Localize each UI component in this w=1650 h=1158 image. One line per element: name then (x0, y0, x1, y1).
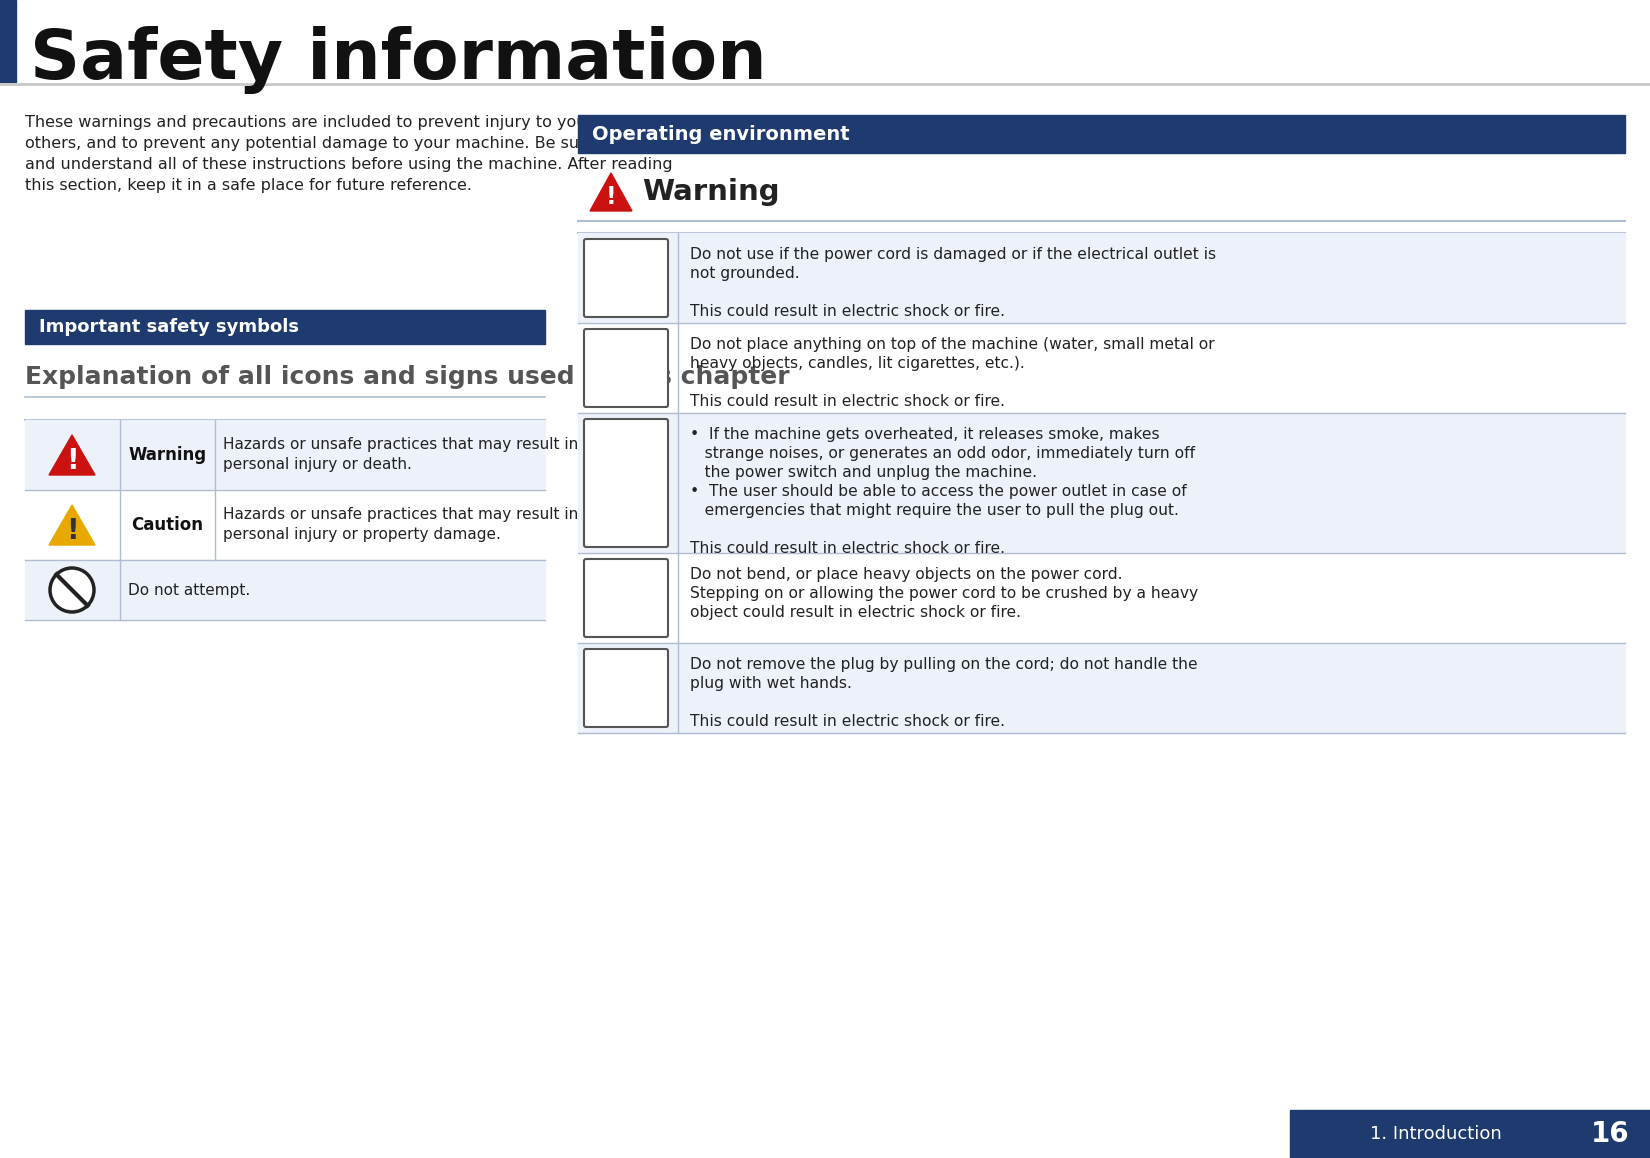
Text: !: ! (66, 516, 78, 545)
Text: personal injury or death.: personal injury or death. (223, 457, 412, 472)
Text: Stepping on or allowing the power cord to be crushed by a heavy: Stepping on or allowing the power cord t… (690, 586, 1198, 601)
Bar (25, 490, 544, 560)
Text: Important safety symbols: Important safety symbols (40, 318, 299, 336)
Text: Do not attempt.: Do not attempt. (129, 582, 251, 598)
Text: object could result in electric shock or fire.: object could result in electric shock or… (690, 604, 1021, 620)
Text: This could result in electric shock or fire.: This could result in electric shock or f… (690, 305, 1005, 318)
Text: Hazards or unsafe practices that may result in severe: Hazards or unsafe practices that may res… (223, 438, 635, 453)
Text: This could result in electric shock or fire.: This could result in electric shock or f… (690, 714, 1005, 730)
Text: and understand all of these instructions before using the machine. After reading: and understand all of these instructions… (25, 157, 673, 173)
Text: personal injury or property damage.: personal injury or property damage. (223, 528, 502, 542)
FancyBboxPatch shape (584, 559, 668, 637)
Bar (0, 0, 16, 82)
Polygon shape (591, 173, 632, 211)
FancyBboxPatch shape (584, 648, 668, 727)
Text: •  If the machine gets overheated, it releases smoke, makes: • If the machine gets overheated, it rel… (690, 427, 1160, 442)
Text: Warning: Warning (642, 178, 779, 206)
Bar (25, 420, 544, 490)
FancyBboxPatch shape (584, 419, 668, 547)
Text: 1. Introduction: 1. Introduction (1370, 1126, 1502, 1143)
Text: Hazards or unsafe practices that may result in minor: Hazards or unsafe practices that may res… (223, 507, 627, 522)
Bar (578, 413, 1625, 554)
Text: Operating environment: Operating environment (592, 125, 850, 144)
FancyBboxPatch shape (584, 329, 668, 406)
Circle shape (50, 569, 94, 611)
Text: not grounded.: not grounded. (690, 266, 800, 281)
Text: strange noises, or generates an odd odor, immediately turn off: strange noises, or generates an odd odor… (690, 446, 1195, 461)
Text: the power switch and unplug the machine.: the power switch and unplug the machine. (690, 466, 1036, 481)
Bar (578, 233, 1625, 323)
Text: Do not bend, or place heavy objects on the power cord.: Do not bend, or place heavy objects on t… (690, 567, 1122, 582)
Text: Do not remove the plug by pulling on the cord; do not handle the: Do not remove the plug by pulling on the… (690, 657, 1198, 672)
Bar (578, 643, 1625, 733)
Text: •  The user should be able to access the power outlet in case of: • The user should be able to access the … (690, 484, 1186, 499)
Bar (578, 554, 1625, 643)
Text: Explanation of all icons and signs used in this chapter: Explanation of all icons and signs used … (25, 365, 790, 389)
FancyBboxPatch shape (584, 239, 668, 317)
Text: Do not place anything on top of the machine (water, small metal or: Do not place anything on top of the mach… (690, 337, 1214, 352)
Text: Do not use if the power cord is damaged or if the electrical outlet is: Do not use if the power cord is damaged … (690, 247, 1216, 262)
Text: Caution: Caution (132, 516, 203, 534)
Bar (25, 310, 544, 344)
Bar (25, 560, 544, 620)
Bar (1290, 1111, 1650, 1158)
Bar (578, 115, 1625, 153)
Text: !: ! (606, 184, 617, 208)
Polygon shape (50, 505, 96, 545)
Text: These warnings and precautions are included to prevent injury to you and: These warnings and precautions are inclu… (25, 115, 622, 130)
Text: Safety information: Safety information (30, 25, 767, 94)
Text: heavy objects, candles, lit cigarettes, etc.).: heavy objects, candles, lit cigarettes, … (690, 356, 1025, 371)
Text: others, and to prevent any potential damage to your machine. Be sure to read: others, and to prevent any potential dam… (25, 135, 658, 151)
Text: emergencies that might require the user to pull the plug out.: emergencies that might require the user … (690, 503, 1178, 518)
Text: this section, keep it in a safe place for future reference.: this section, keep it in a safe place fo… (25, 178, 472, 193)
Text: Warning: Warning (129, 446, 206, 464)
Text: plug with wet hands.: plug with wet hands. (690, 676, 851, 691)
Text: This could result in electric shock or fire.: This could result in electric shock or f… (690, 394, 1005, 409)
Polygon shape (50, 435, 96, 475)
Text: !: ! (66, 447, 78, 475)
Bar (578, 323, 1625, 413)
Text: 16: 16 (1591, 1120, 1629, 1148)
Text: This could result in electric shock or fire.: This could result in electric shock or f… (690, 541, 1005, 556)
